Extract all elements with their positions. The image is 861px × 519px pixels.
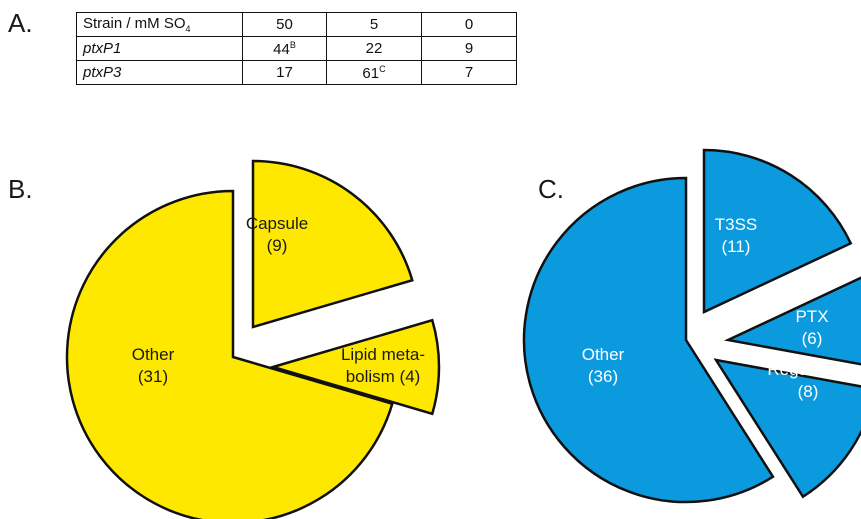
value-text: 17 [276,64,293,81]
pie-slice [713,358,861,499]
pie-slice [65,189,394,519]
value-text: 7 [464,64,474,81]
strain-cell: ptxP3 [76,60,243,85]
pie-slice-label: Capsule (9) [246,214,308,255]
table-row: ptxP3 17 61C 7 [76,60,517,85]
value-sup: C [379,63,386,74]
strain-cell: ptxP1 [76,36,243,61]
sulfate-table: Strain / mM SO4 50 5 0 ptxP1 44B 22 9 pt… [76,12,517,85]
panel-letter: B. [8,174,33,204]
pie-slice [251,159,414,329]
pie-slice [723,276,861,366]
pie-slice [522,176,775,504]
pie-slice [702,148,853,314]
pie-slice-label: PTX (6) [795,307,828,348]
pie-slice-label: Other (36) [582,345,625,386]
pie-slice-label: T3SS (11) [715,215,758,256]
value-text: 61 [362,64,380,82]
pie-slice-label: Regulation (8) [767,360,848,401]
value-cell: 17 [242,60,327,85]
pie-slice [268,318,441,416]
table-header-row: Strain / mM SO4 50 5 0 [76,12,517,37]
pie-slice-label: Other (31) [132,345,175,386]
pie-chart-c: C. T3SS (11) PTX (6) Regulation (8) Other (36) [522,148,861,504]
pie-chart-b: B. Capsule (9) Lipid meta-bolism (4) Other (3… [8,159,441,519]
panel-a-letter: A. [8,8,33,38]
header-label-sub: 4 [185,24,191,34]
value-text: 9 [464,40,474,57]
value-sup: B [289,39,296,50]
value-text: 44 [273,40,290,58]
value-text: 22 [365,40,383,57]
value-cell: 7 [421,60,517,85]
value-cell: 44B [242,36,327,61]
value-cell: 9 [421,36,517,61]
pie-slice-label: Lipid meta-bolism (4) [341,345,425,386]
header-col-0: 0 [421,12,517,37]
header-label-cell: Strain / mM SO4 [76,12,243,37]
header-label: Strain / mM SO [83,15,186,32]
panel-letter: C. [538,174,564,204]
